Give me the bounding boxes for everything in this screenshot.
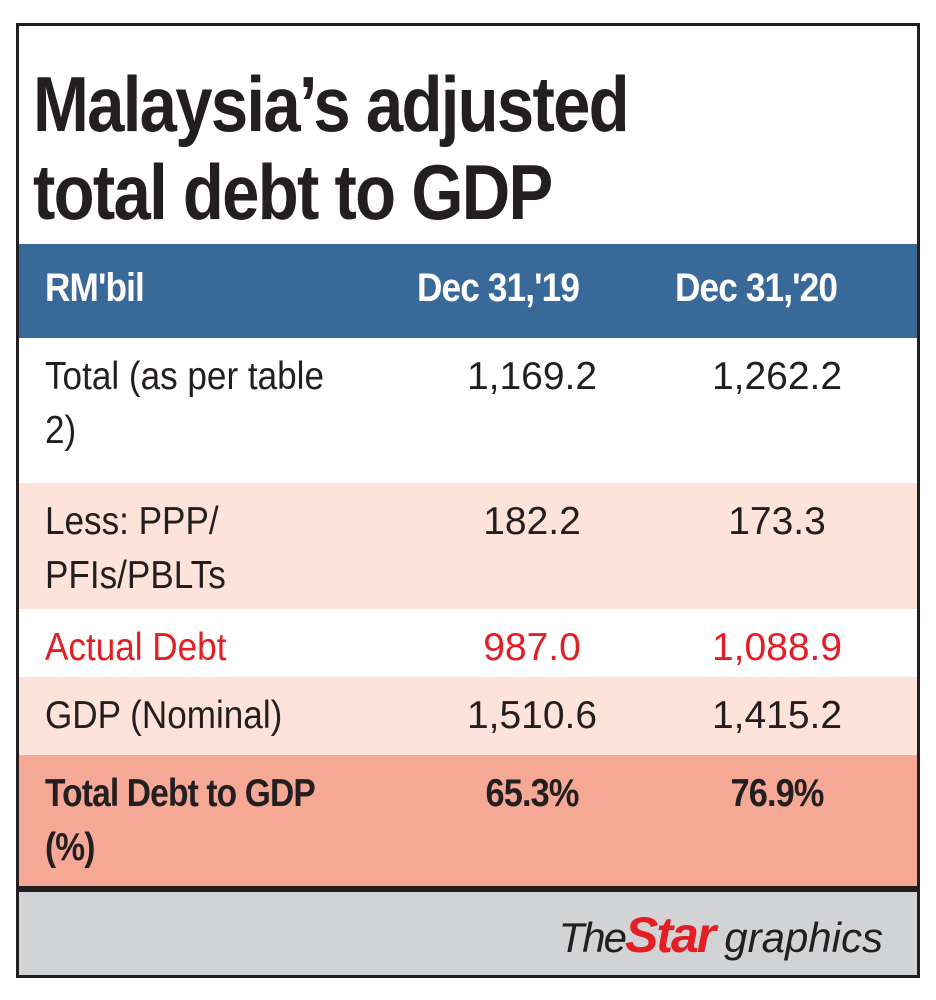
value-2019: 987.0 <box>483 626 581 669</box>
infographic-card: Malaysia’s adjusted total debt to GDP RM… <box>16 23 920 978</box>
row-label: Total (as per table 2) <box>45 355 325 452</box>
column-header-2019: Dec 31,'19 <box>417 266 580 310</box>
title-line-2: total debt to GDP <box>33 148 553 236</box>
table-row-actual-debt: Actual Debt 987.0 1,088.9 <box>19 609 917 677</box>
value-2020: 1,415.2 <box>711 694 843 737</box>
table-header: RM'bil Dec 31,'19 Dec 31,'20 <box>19 244 917 338</box>
value-2020: 1,262.2 <box>711 355 843 398</box>
row-label: Actual Debt <box>45 626 227 669</box>
row-label: GDP (Nominal) <box>45 694 283 737</box>
brand-logo: TheStar graphics <box>559 906 883 964</box>
value-2020: 76.9% <box>730 772 825 815</box>
value-2019: 65.3% <box>485 772 580 815</box>
brand-graphics: graphics <box>724 914 883 961</box>
footer-divider <box>19 886 917 892</box>
table-row-total: Total (as per table 2) 1,169.2 1,262.2 <box>19 338 917 483</box>
value-2020: 173.3 <box>728 500 826 543</box>
value-2019: 1,169.2 <box>466 355 598 398</box>
title-line-1: Malaysia’s adjusted <box>33 60 630 148</box>
column-header-2020: Dec 31,'20 <box>675 266 838 310</box>
page-title: Malaysia’s adjusted total debt to GDP <box>33 60 773 236</box>
row-label: Total Debt to GDP (%) <box>45 772 315 869</box>
brand-the: The <box>558 914 627 961</box>
row-label: Less: PPP/ PFIs/PBLTs <box>45 500 226 597</box>
table-row-less-ppp: Less: PPP/ PFIs/PBLTs 182.2 173.3 <box>19 483 917 609</box>
column-header-unit: RM'bil <box>45 266 145 310</box>
table-row-gdp: GDP (Nominal) 1,510.6 1,415.2 <box>19 677 917 755</box>
value-2019: 182.2 <box>483 500 581 543</box>
table-row-debt-to-gdp: Total Debt to GDP (%) 65.3% 76.9% <box>19 755 917 886</box>
brand-star: Star <box>624 907 716 963</box>
value-2019: 1,510.6 <box>466 694 598 737</box>
value-2020: 1,088.9 <box>711 626 843 669</box>
footer: TheStar graphics <box>19 892 917 975</box>
